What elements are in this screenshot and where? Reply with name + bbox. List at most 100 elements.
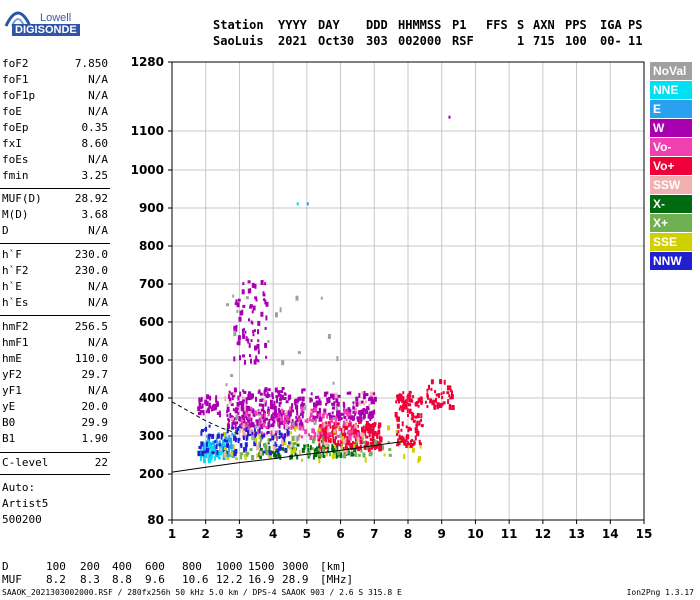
echo-point: [317, 414, 320, 418]
echo-point: [339, 417, 343, 420]
echo-point: [448, 115, 451, 119]
echo-point: [362, 413, 366, 419]
echo-point: [251, 431, 254, 435]
echo-point: [273, 405, 277, 411]
echo-point: [286, 444, 290, 448]
echo-point: [352, 410, 355, 414]
echo-point: [219, 452, 222, 455]
echo-point: [244, 406, 247, 412]
echo-point: [234, 407, 238, 413]
echo-point: [239, 355, 241, 361]
echo-point: [268, 447, 271, 451]
echo-point: [245, 408, 249, 413]
echo-point: [241, 415, 245, 421]
echo-point: [258, 434, 261, 439]
echo-point: [371, 413, 374, 418]
echo-point: [334, 392, 338, 398]
echo-point: [328, 396, 330, 402]
echo-point: [435, 393, 439, 397]
echo-point: [241, 289, 245, 295]
legend-label: X+: [653, 216, 669, 230]
echo-point: [353, 447, 357, 453]
echo-point: [197, 450, 201, 456]
echo-point: [223, 431, 226, 437]
x-tick-label: 3: [235, 527, 243, 541]
echo-point: [240, 454, 243, 460]
echo-point: [296, 404, 299, 410]
echo-point: [408, 403, 412, 407]
legend-item-w: W: [650, 119, 692, 137]
echo-point: [252, 305, 256, 311]
echo-point: [241, 405, 244, 411]
echo-point: [405, 425, 408, 429]
echo-point: [322, 446, 325, 452]
echo-point: [325, 442, 327, 448]
echo-point: [368, 403, 371, 407]
echo-point: [377, 425, 380, 429]
echo-point: [240, 452, 244, 456]
header-col-label: AXN: [533, 18, 555, 32]
echo-point: [258, 428, 261, 433]
echo-point: [408, 397, 412, 403]
echo-point: [204, 428, 208, 432]
echo-point: [351, 427, 354, 433]
x-tick-label: 6: [336, 527, 344, 541]
echo-point: [333, 426, 336, 430]
echo-point: [314, 431, 316, 437]
header-col-label: P1: [452, 18, 467, 32]
echo-point: [336, 445, 339, 451]
echo-point: [251, 408, 255, 414]
echo-point: [296, 417, 299, 421]
param-value: 7.850: [74, 57, 108, 70]
echo-point: [338, 426, 341, 431]
echo-point: [289, 454, 292, 460]
echo-point: [232, 434, 236, 437]
echo-point: [325, 391, 329, 395]
echo-point: [412, 419, 416, 423]
echo-point: [208, 410, 210, 414]
echo-point: [216, 450, 219, 456]
echo-point: [235, 326, 238, 332]
param-label: hmE: [2, 352, 22, 365]
echo-point: [239, 428, 242, 434]
echo-point: [344, 445, 348, 451]
param-value: 3.68: [81, 208, 109, 221]
echo-point: [225, 439, 228, 443]
echo-point: [248, 433, 252, 436]
echo-point: [325, 402, 328, 406]
echo-point: [284, 433, 286, 439]
echo-point: [245, 411, 249, 417]
trace-line-upper: [171, 401, 240, 435]
echo-point: [446, 385, 449, 391]
echo-point: [246, 421, 249, 427]
echo-point: [278, 397, 282, 401]
echo-point: [369, 411, 372, 417]
echo-point: [415, 423, 419, 427]
echo-point: [420, 424, 424, 428]
echo-point: [358, 416, 362, 422]
echo-point: [268, 451, 271, 456]
param-value: 20.0: [81, 400, 109, 413]
echo-point: [371, 432, 375, 438]
echo-point: [448, 385, 452, 391]
echo-point: [247, 418, 250, 424]
echo-point: [333, 394, 336, 398]
echo-point: [208, 454, 211, 458]
echo-point: [246, 417, 248, 421]
echo-point: [291, 436, 295, 441]
echo-point: [231, 392, 234, 398]
echo-point: [224, 436, 228, 440]
echo-point: [396, 443, 400, 447]
muf-value: 8.3: [80, 573, 100, 586]
echo-point: [201, 403, 204, 409]
echo-point: [275, 312, 278, 318]
echo-point: [257, 408, 260, 412]
echo-point: [314, 447, 318, 451]
echo-point: [285, 400, 289, 404]
echo-point: [225, 447, 228, 451]
echo-point: [417, 404, 420, 408]
echo-point: [295, 295, 299, 301]
y-tick-label: 200: [139, 467, 164, 481]
echo-point: [373, 396, 377, 402]
muf-value: 8.2: [46, 573, 66, 586]
